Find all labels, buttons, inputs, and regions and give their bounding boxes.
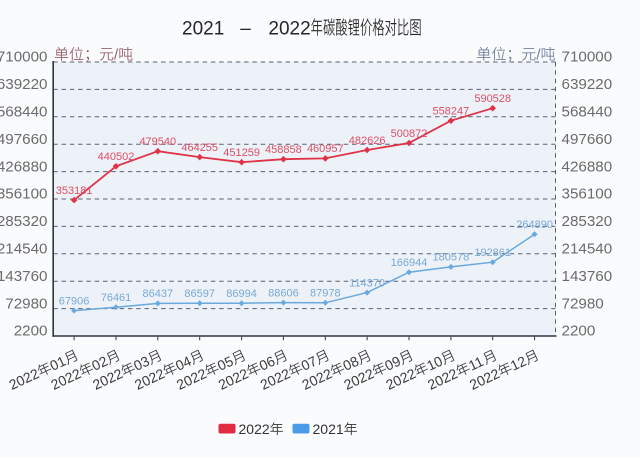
svg-text:710000: 710000 bbox=[562, 49, 613, 66]
svg-text:10: 10 bbox=[424, 353, 445, 374]
svg-text:460957: 460957 bbox=[307, 143, 344, 155]
svg-text:180578: 180578 bbox=[433, 252, 470, 264]
svg-text:568440: 568440 bbox=[0, 104, 48, 121]
svg-text:639220: 639220 bbox=[562, 76, 613, 93]
svg-text:710000: 710000 bbox=[0, 49, 48, 66]
svg-text:87978: 87978 bbox=[310, 288, 341, 300]
svg-text:86994: 86994 bbox=[226, 288, 257, 300]
svg-text:426880: 426880 bbox=[562, 158, 613, 175]
svg-text:06: 06 bbox=[257, 353, 278, 374]
svg-text:2021: 2021 bbox=[182, 18, 224, 39]
svg-text:500872: 500872 bbox=[391, 128, 428, 140]
svg-text:590528: 590528 bbox=[474, 93, 511, 105]
svg-text:464255: 464255 bbox=[181, 142, 218, 154]
svg-text:568440: 568440 bbox=[562, 104, 613, 121]
svg-text:2021: 2021 bbox=[313, 421, 344, 437]
svg-text:214540: 214540 bbox=[0, 241, 48, 258]
svg-text:67906: 67906 bbox=[59, 295, 90, 307]
svg-text:01: 01 bbox=[47, 353, 68, 374]
svg-text:86597: 86597 bbox=[184, 288, 215, 300]
svg-text:2200: 2200 bbox=[562, 323, 596, 340]
svg-text:114370: 114370 bbox=[349, 277, 385, 289]
svg-text:12: 12 bbox=[508, 353, 529, 374]
svg-text:2022: 2022 bbox=[268, 18, 310, 39]
svg-text:639220: 639220 bbox=[0, 76, 48, 93]
svg-text:192861: 192861 bbox=[474, 247, 511, 259]
svg-text:440502: 440502 bbox=[98, 151, 135, 163]
svg-text:05: 05 bbox=[215, 353, 236, 374]
svg-text:285320: 285320 bbox=[0, 213, 48, 230]
svg-text:458858: 458858 bbox=[265, 144, 302, 156]
svg-text:214540: 214540 bbox=[562, 241, 613, 258]
svg-text:356100: 356100 bbox=[562, 186, 613, 203]
svg-text:143760: 143760 bbox=[562, 268, 613, 285]
svg-text:04: 04 bbox=[173, 353, 194, 374]
svg-text:2200: 2200 bbox=[14, 323, 48, 340]
svg-text:09: 09 bbox=[382, 353, 403, 374]
svg-text:72980: 72980 bbox=[5, 295, 47, 312]
svg-text:07: 07 bbox=[298, 353, 319, 374]
svg-text:451259: 451259 bbox=[223, 147, 260, 159]
svg-text:356100: 356100 bbox=[0, 186, 48, 203]
svg-text:02: 02 bbox=[89, 353, 110, 374]
svg-text:–: – bbox=[240, 18, 251, 39]
svg-text:353181: 353181 bbox=[56, 185, 93, 197]
svg-text:72980: 72980 bbox=[562, 295, 604, 312]
svg-text:11: 11 bbox=[466, 353, 486, 374]
svg-text:482626: 482626 bbox=[349, 135, 386, 147]
svg-text:479540: 479540 bbox=[139, 136, 176, 148]
svg-text:86437: 86437 bbox=[143, 288, 174, 300]
svg-text:88606: 88606 bbox=[268, 287, 299, 299]
svg-text:497660: 497660 bbox=[0, 131, 48, 148]
svg-text:497660: 497660 bbox=[562, 131, 613, 148]
svg-text:08: 08 bbox=[340, 353, 361, 374]
svg-text:2022: 2022 bbox=[239, 421, 270, 437]
svg-text:285320: 285320 bbox=[562, 213, 613, 230]
svg-text:166944: 166944 bbox=[391, 257, 428, 269]
svg-text:264890: 264890 bbox=[516, 219, 553, 231]
svg-text:426880: 426880 bbox=[0, 158, 48, 175]
svg-text:558247: 558247 bbox=[433, 106, 470, 118]
svg-text:76461: 76461 bbox=[101, 292, 132, 304]
svg-text:143760: 143760 bbox=[0, 268, 48, 285]
svg-text:/: / bbox=[536, 47, 541, 64]
svg-text:/: / bbox=[114, 47, 119, 64]
svg-text:03: 03 bbox=[131, 353, 152, 374]
